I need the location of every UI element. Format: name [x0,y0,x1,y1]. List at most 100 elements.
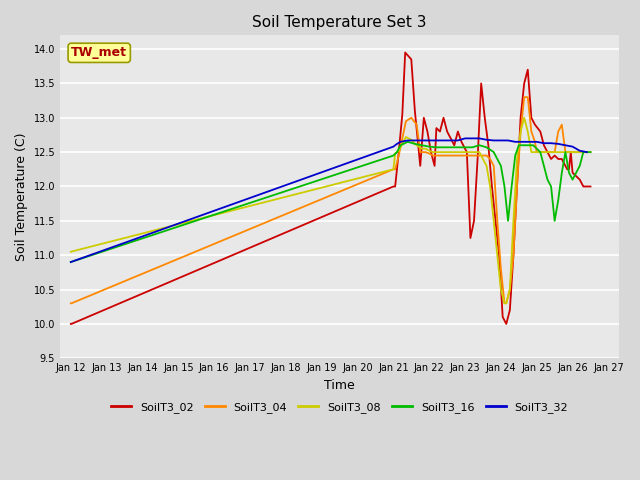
SoilT3_16 [558,170,566,176]
SoilT3_16 [561,149,569,155]
SoilT3_16 [515,143,523,148]
SoilT3_32 [393,141,401,147]
SoilT3_32 [411,138,419,144]
SoilT3_02 [420,115,428,120]
SoilT3_08 [67,249,75,254]
SoilT3_08 [444,149,451,155]
SoilT3_08 [531,149,539,155]
SoilT3_16 [536,149,544,155]
SoilT3_16 [67,259,75,265]
SoilT3_16 [529,143,537,148]
SoilT3_16 [483,144,490,150]
SoilT3_32 [468,135,476,141]
SoilT3_16 [551,218,559,224]
Text: TW_met: TW_met [71,47,127,60]
SoilT3_32 [576,148,584,154]
SoilT3_32 [518,139,526,144]
SoilT3_16 [576,163,584,169]
SoilT3_16 [390,153,397,158]
SoilT3_32 [404,138,412,144]
SoilT3_16 [508,183,515,189]
SoilT3_16 [511,153,519,158]
SoilT3_32 [511,139,519,144]
SoilT3_02 [67,321,75,327]
SoilT3_16 [397,143,404,148]
SoilT3_32 [461,135,469,141]
SoilT3_02 [495,252,503,258]
SoilT3_16 [500,183,508,189]
Line: SoilT3_32: SoilT3_32 [71,138,587,262]
SoilT3_08 [391,151,399,156]
SoilT3_02 [408,57,415,62]
SoilT3_32 [569,144,577,149]
SoilT3_16 [490,149,497,155]
SoilT3_08 [500,300,508,306]
SoilT3_04 [67,300,75,306]
SoilT3_32 [418,138,426,144]
SoilT3_02 [440,115,447,120]
SoilT3_02 [540,143,548,148]
Line: SoilT3_04: SoilT3_04 [71,97,591,303]
SoilT3_32 [390,144,397,149]
SoilT3_08 [520,115,528,120]
SoilT3_16 [418,143,426,148]
SoilT3_04 [558,122,566,128]
SoilT3_04 [536,149,544,155]
SoilT3_08 [533,149,541,155]
Y-axis label: Soil Temperature (C): Soil Temperature (C) [15,132,28,261]
SoilT3_32 [554,141,562,147]
SoilT3_32 [476,135,483,141]
Line: SoilT3_02: SoilT3_02 [71,52,591,324]
SoilT3_16 [404,139,412,144]
SoilT3_32 [583,149,591,155]
SoilT3_16 [540,163,548,169]
Title: Soil Temperature Set 3: Soil Temperature Set 3 [252,15,427,30]
SoilT3_16 [447,144,454,150]
SoilT3_16 [579,149,587,155]
SoilT3_32 [447,138,454,144]
SoilT3_16 [461,144,469,150]
Line: SoilT3_16: SoilT3_16 [71,142,591,262]
SoilT3_16 [454,144,461,150]
SoilT3_16 [569,177,577,182]
SoilT3_04 [436,153,444,158]
SoilT3_16 [497,163,505,169]
SoilT3_16 [565,170,573,176]
SoilT3_04 [520,94,528,100]
SoilT3_02 [390,183,397,189]
SoilT3_08 [395,148,403,154]
SoilT3_32 [490,138,497,144]
Line: SoilT3_08: SoilT3_08 [71,118,591,303]
SoilT3_16 [393,149,401,155]
SoilT3_16 [426,144,433,149]
SoilT3_32 [426,138,433,144]
Legend: SoilT3_02, SoilT3_04, SoilT3_08, SoilT3_16, SoilT3_32: SoilT3_02, SoilT3_04, SoilT3_08, SoilT3_… [107,397,573,417]
SoilT3_16 [476,143,483,148]
SoilT3_32 [497,138,505,144]
SoilT3_04 [579,149,587,155]
SoilT3_04 [433,153,440,158]
SoilT3_02 [587,183,595,189]
SoilT3_32 [397,139,404,144]
SoilT3_32 [440,138,447,144]
SoilT3_16 [468,144,476,150]
SoilT3_16 [587,149,595,155]
SoilT3_32 [547,140,555,146]
SoilT3_08 [587,149,595,155]
SoilT3_16 [411,141,419,147]
SoilT3_08 [476,149,483,155]
SoilT3_32 [540,140,548,146]
SoilT3_16 [554,197,562,203]
SoilT3_32 [483,137,490,143]
SoilT3_32 [454,138,461,144]
SoilT3_02 [401,49,409,55]
SoilT3_32 [525,139,533,144]
SoilT3_16 [547,183,555,189]
SoilT3_16 [583,149,591,155]
SoilT3_32 [67,259,75,265]
SoilT3_16 [433,144,440,150]
SoilT3_16 [543,177,551,182]
SoilT3_16 [522,143,530,148]
SoilT3_16 [440,144,447,150]
SoilT3_32 [533,139,541,144]
